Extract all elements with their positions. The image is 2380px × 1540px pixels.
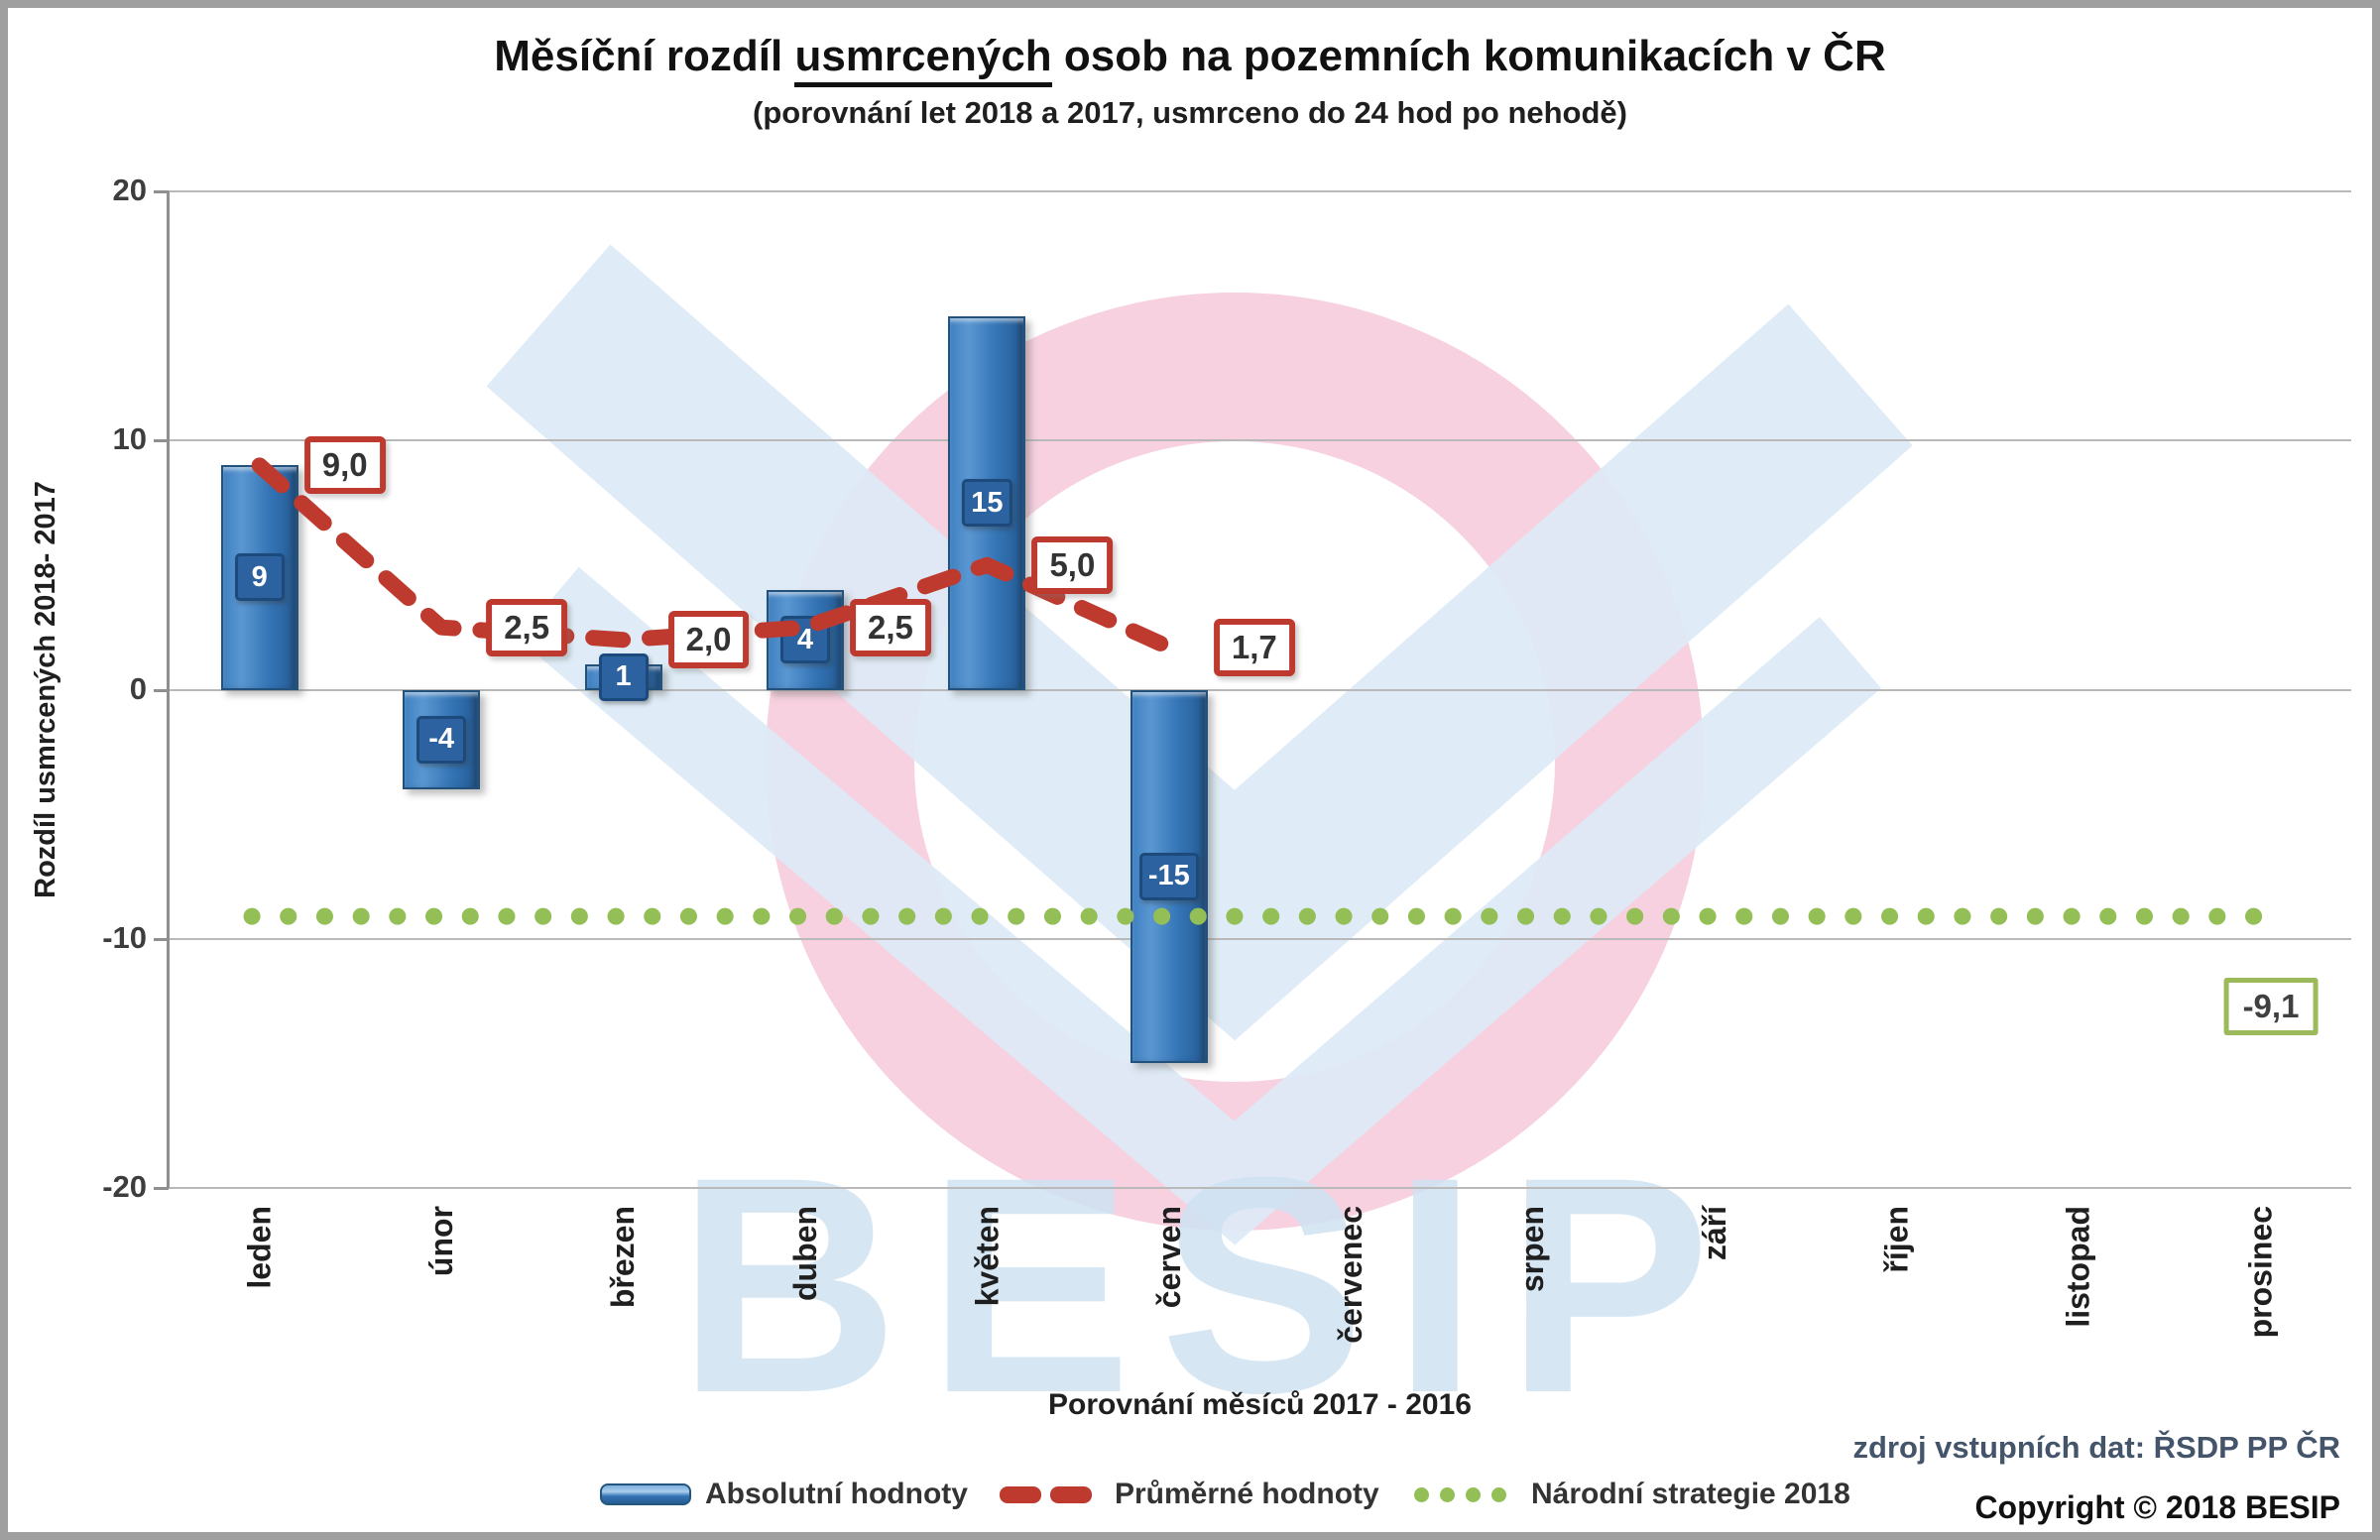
legend-dash-swatch — [1000, 1485, 1041, 1503]
legend-dash-swatch — [1050, 1485, 1092, 1503]
gridline-y-10 — [169, 439, 2351, 442]
data-source-text: zdroj vstupních dat: ŘSDP PP ČR — [1852, 1430, 2340, 1465]
bar-březen: 1 — [584, 652, 662, 701]
bar-únor: -4 — [403, 689, 481, 789]
title-underlined-word: usmrcených — [794, 32, 1052, 87]
title-part2: osob na pozemních komunikacích v ČR — [1063, 32, 1886, 80]
title-block: Měsíční rozdíl usmrcených osob na pozemn… — [8, 32, 2372, 131]
gridline-y--20 — [169, 1187, 2351, 1189]
average-value-label: 9,0 — [303, 436, 386, 495]
chart-subtitle: (porovnání let 2018 a 2017, usmrceno do … — [753, 95, 1627, 130]
bar-květen: 15 — [948, 315, 1026, 690]
title-part1: Měsíční rozdíl — [494, 32, 783, 80]
legend-item-average-values: Průměrné hodnoty — [1000, 1474, 1379, 1515]
average-value-label: 5,0 — [1031, 535, 1114, 594]
y-tick-label: 20 — [112, 173, 147, 207]
bar-value-label: -4 — [416, 715, 467, 764]
legend-dot-swatch — [1414, 1486, 1429, 1502]
legend-label: Absolutní hodnoty — [705, 1478, 968, 1510]
copyright-text: Copyright © 2018 BESIP — [1974, 1489, 2340, 1525]
legend-bar-swatch — [600, 1483, 691, 1505]
y-axis-tick — [154, 688, 169, 692]
y-tick-label: 0 — [129, 670, 147, 706]
y-axis-title: Rozdíl usmrcených 2018- 2017 — [29, 481, 61, 898]
bar-value-label: 4 — [779, 616, 830, 664]
legend-dot-swatch — [1440, 1486, 1455, 1502]
bar-duben: 4 — [766, 590, 844, 690]
y-tick-label: -10 — [102, 919, 147, 955]
legend-dot-swatch — [1466, 1486, 1481, 1502]
average-value-label: 2,5 — [486, 598, 568, 656]
national-strategy-label: -9,1 — [2223, 978, 2319, 1035]
legend-dot-swatch — [1491, 1486, 1506, 1502]
gridline-y--10 — [169, 937, 2351, 940]
x-axis-title: Porovnání měsíců 2017 - 2016 — [1048, 1388, 1472, 1421]
average-value-label: 2,0 — [667, 611, 750, 669]
gridline-y-0 — [169, 688, 2351, 691]
bar-value-label: 1 — [598, 652, 649, 701]
y-axis-tick — [154, 1187, 169, 1190]
y-axis-line — [167, 191, 170, 1188]
gridline-y-20 — [169, 190, 2351, 192]
average-value-label: 1,7 — [1213, 618, 1295, 676]
legend-item-absolute-values: Absolutní hodnoty — [600, 1474, 968, 1515]
bar-leden: 9 — [220, 465, 298, 690]
chart-title: Měsíční rozdíl usmrcených osob na pozemn… — [8, 32, 2372, 87]
legend-label: Průměrné hodnoty — [1115, 1478, 1379, 1510]
bar-červen: -15 — [1130, 689, 1208, 1064]
legend-item-national-strategy: Národní strategie 2018 — [1414, 1474, 1850, 1515]
bar-value-label: -15 — [1138, 852, 1199, 900]
plot-area: 20 10 0 -10 -20 9 -4 1 4 15 -15 9,0 2,5 2,0 2,5 5,0 1,7 -… — [8, 8, 2372, 1532]
average-value-label: 2,5 — [850, 598, 931, 656]
y-tick-label: -20 — [102, 1169, 147, 1204]
y-axis-tick — [154, 190, 169, 193]
bar-value-label: 9 — [234, 553, 285, 602]
y-axis-tick — [154, 937, 169, 941]
legend-label: Národní strategie 2018 — [1531, 1478, 1850, 1510]
y-axis-tick — [154, 439, 169, 443]
bar-value-label: 15 — [962, 479, 1012, 528]
y-tick-label: 10 — [112, 421, 147, 457]
